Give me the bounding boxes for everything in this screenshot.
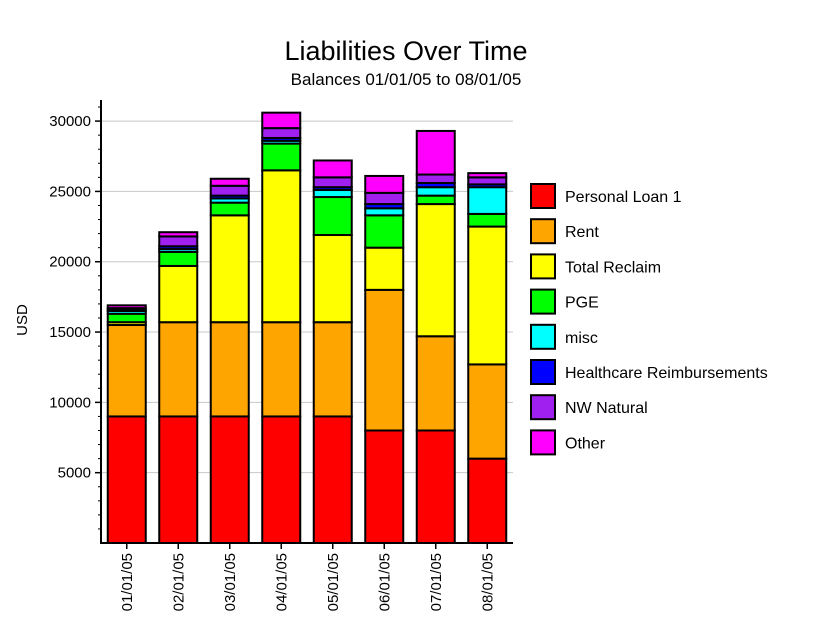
legend-label: PGE <box>565 295 599 312</box>
bar-segment <box>158 231 199 238</box>
legend-swatch <box>530 288 556 315</box>
bar-segment <box>158 415 199 544</box>
legend-swatch <box>530 429 556 456</box>
bar-segment <box>364 214 405 249</box>
y-tick-label: 20000 <box>49 254 91 271</box>
bar-segment <box>106 415 147 544</box>
chart-title: Liabilities Over Time <box>284 36 527 66</box>
axes <box>100 100 513 544</box>
bar-segment <box>158 264 199 324</box>
bar-segment <box>415 173 456 184</box>
bar-segment <box>312 176 353 189</box>
bar-segment <box>364 207 405 217</box>
legend-label: misc <box>565 330 598 347</box>
bar-segment <box>209 201 250 217</box>
bar-segment <box>415 429 456 544</box>
legend-swatch <box>530 253 556 280</box>
bar-segment <box>209 184 250 197</box>
legend: Personal Loan 1 Rent Total Reclaim PGE misc H… <box>530 183 768 456</box>
bar-segment <box>158 250 199 267</box>
bar-segment <box>364 191 405 206</box>
legend-swatch <box>530 359 556 385</box>
x-tick-label: 05/01/05 <box>325 553 342 611</box>
legend-label: Personal Loan 1 <box>565 189 682 206</box>
bars <box>106 111 508 544</box>
legend-swatch <box>530 218 556 245</box>
bar-segment <box>158 321 199 418</box>
bar-segment <box>209 321 250 418</box>
bar-segment <box>415 186 456 197</box>
x-tick-label: 01/01/05 <box>119 553 136 611</box>
bar-segment <box>106 304 147 310</box>
bar-segment <box>415 194 456 206</box>
chart-subtitle: Balances 01/01/05 to 08/01/05 <box>291 70 522 89</box>
bar-segment <box>106 312 147 324</box>
x-tick-label: 04/01/05 <box>273 553 290 611</box>
x-tick-label: 06/01/05 <box>376 553 393 611</box>
bar-segment <box>261 415 302 544</box>
bar-segment <box>364 174 405 194</box>
y-tick-label: 30000 <box>49 113 91 130</box>
bar-segment <box>312 189 353 199</box>
y-tick-label: 10000 <box>49 394 91 411</box>
bar-segment <box>312 196 353 237</box>
bar-segment <box>312 415 353 544</box>
bar-segment <box>415 203 456 338</box>
bar-segment <box>467 172 508 179</box>
legend-label: NW Natural <box>565 400 648 417</box>
bar-segment <box>158 235 199 248</box>
bar-segment <box>261 142 302 172</box>
bar-segment <box>261 321 302 418</box>
bar-segment <box>415 129 456 176</box>
x-ticks: 01/01/05 02/01/05 03/01/05 04/01/05 05/01/05… <box>119 543 496 611</box>
bar-segment <box>364 429 405 544</box>
bar-segment <box>261 127 302 139</box>
bar-segment <box>209 214 250 324</box>
bar-segment <box>467 186 508 215</box>
bar-segment <box>467 176 508 186</box>
legend-label: Total Reclaim <box>565 259 661 276</box>
x-tick-label: 08/01/05 <box>479 553 496 611</box>
bar-segment <box>209 415 250 544</box>
legend-label: Healthcare Reimbursements <box>565 365 768 382</box>
bar-segment <box>106 324 147 418</box>
bar-segment <box>364 288 405 432</box>
bar-segment <box>467 457 508 544</box>
bar-segment <box>312 159 353 179</box>
bar-segment <box>312 234 353 324</box>
legend-swatch <box>530 323 556 350</box>
bar-segment <box>261 169 302 324</box>
bar-segment <box>467 212 508 228</box>
x-tick-label: 07/01/05 <box>428 553 445 611</box>
bar-segment <box>415 335 456 432</box>
legend-swatch <box>530 183 556 209</box>
legend-label: Rent <box>565 224 599 241</box>
y-tick-label: 5000 <box>58 465 91 482</box>
bar-segment <box>261 111 302 130</box>
bar-segment <box>467 363 508 460</box>
bar-segment <box>312 321 353 418</box>
y-tick-label: 25000 <box>49 183 91 200</box>
y-tick-label: 15000 <box>49 324 91 341</box>
bar-segment <box>209 177 250 187</box>
bar-segment <box>467 225 508 366</box>
y-ticks: 5000 10000 15000 20000 25000 30000 <box>49 106 101 530</box>
x-tick-label: 03/01/05 <box>222 553 239 611</box>
legend-label: Other <box>565 435 606 452</box>
legend-swatch <box>530 394 556 421</box>
y-axis-label: USD <box>14 304 31 336</box>
x-tick-label: 02/01/05 <box>170 553 187 611</box>
bar-segment <box>364 246 405 291</box>
